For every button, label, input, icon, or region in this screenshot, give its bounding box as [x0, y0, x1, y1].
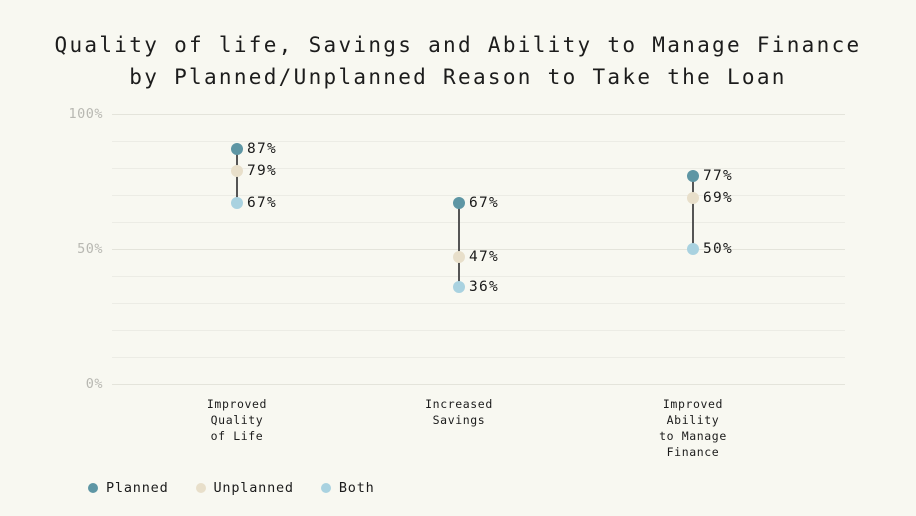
dot-unplanned — [453, 251, 465, 264]
legend-label: Unplanned — [213, 480, 294, 496]
dot-unplanned — [687, 191, 699, 204]
gridline — [112, 114, 845, 115]
value-label: 50% — [703, 241, 734, 257]
y-axis-tick-label: 50% — [77, 241, 103, 257]
connector-line — [458, 203, 460, 287]
dot-planned — [687, 170, 699, 183]
dot-both — [453, 280, 465, 293]
gridline — [112, 357, 845, 358]
dot-planned — [453, 197, 465, 210]
gridline — [112, 249, 845, 250]
dot-both — [687, 243, 699, 255]
value-label: 67% — [247, 195, 278, 212]
dot-unplanned — [231, 164, 243, 177]
gridline — [112, 276, 845, 277]
value-label: 67% — [469, 195, 500, 212]
gridline — [112, 168, 845, 169]
value-label: 47% — [469, 249, 500, 266]
legend-item-planned: Planned — [88, 480, 169, 496]
dot-both — [231, 197, 243, 210]
chart-title: Quality of life, Savings and Ability to … — [54, 33, 862, 89]
category-label: Improved Ability to Manage Finance — [659, 397, 727, 459]
y-axis-tick-label: 100% — [68, 106, 103, 122]
legend: Planned Unplanned Both — [88, 480, 375, 496]
gridline — [112, 384, 845, 385]
value-label: 79% — [247, 162, 278, 179]
gridline — [112, 141, 845, 142]
value-label: 36% — [469, 278, 500, 295]
legend-item-both: Both — [320, 480, 375, 496]
legend-dot — [88, 483, 98, 493]
gridline — [112, 303, 845, 304]
value-label: 87% — [247, 141, 278, 158]
gridline — [112, 195, 845, 196]
category-label: Improved Quality of Life — [206, 397, 268, 443]
y-axis-tick-label: 0% — [85, 376, 103, 392]
gridline — [112, 222, 845, 223]
legend-label: Both — [338, 480, 375, 496]
legend-item-unplanned: Unplanned — [195, 480, 294, 496]
gridline — [112, 330, 845, 331]
value-label: 69% — [703, 189, 734, 206]
value-label: 77% — [703, 168, 734, 185]
legend-label: Planned — [106, 480, 169, 496]
legend-dot — [320, 483, 331, 493]
connector-line — [692, 176, 694, 249]
dot-planned — [231, 143, 243, 156]
legend-dot — [195, 483, 206, 493]
category-label: Increased Savings — [425, 397, 493, 427]
